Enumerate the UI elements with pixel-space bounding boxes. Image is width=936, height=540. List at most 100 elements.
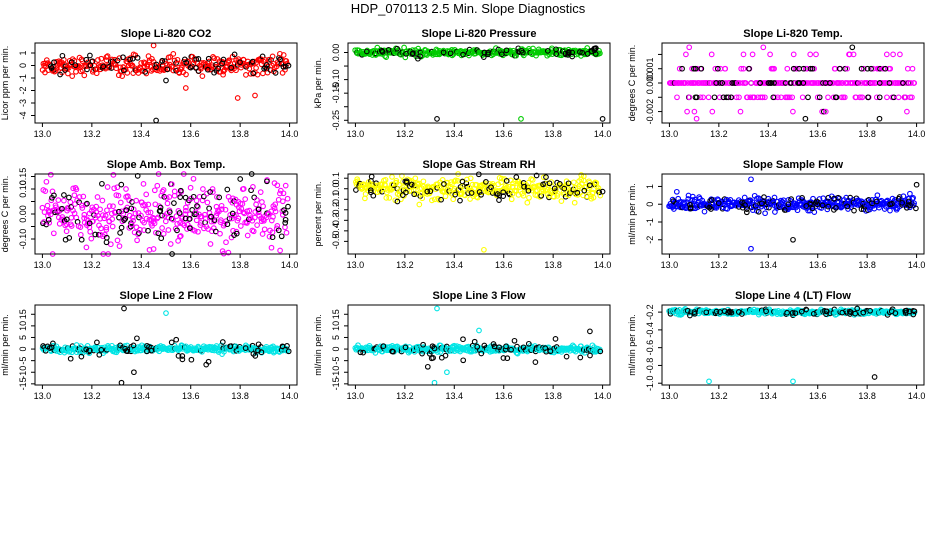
panel-5-point bbox=[383, 195, 390, 201]
panel-5-point bbox=[353, 187, 359, 193]
panel-3-point bbox=[720, 94, 727, 101]
panel-7-point bbox=[255, 341, 262, 348]
panel-5-point bbox=[408, 181, 415, 188]
panel-9-point bbox=[717, 309, 723, 315]
panel-1-point bbox=[98, 55, 105, 62]
panel-8-point bbox=[542, 345, 549, 351]
panel-1-point bbox=[259, 53, 266, 60]
panel-5-xtick-label: 13.6 bbox=[495, 260, 513, 270]
panel-5-point bbox=[368, 189, 374, 196]
panel-5-point bbox=[451, 178, 458, 185]
panel-9-point bbox=[803, 306, 809, 313]
panel-8-point bbox=[504, 355, 511, 362]
panel-4-point bbox=[167, 241, 174, 247]
panel-1-point bbox=[81, 72, 88, 79]
panel-4-point bbox=[218, 217, 224, 223]
panel-3-point bbox=[830, 94, 837, 101]
panel-1-point bbox=[250, 70, 257, 77]
panel-8-xtick-label: 14.0 bbox=[594, 391, 612, 401]
panel-7-ytick-label: 15 bbox=[18, 309, 28, 319]
panel-9-point bbox=[784, 309, 790, 316]
panel-3-point bbox=[678, 80, 685, 86]
panel-1-point bbox=[277, 56, 283, 63]
panel-4-point bbox=[118, 224, 125, 231]
panel-5-point bbox=[581, 187, 588, 194]
panel-4-point bbox=[155, 230, 162, 237]
panel-3-point bbox=[693, 94, 700, 101]
panel-2-xtick-label: 13.0 bbox=[347, 129, 365, 139]
panel-9-point bbox=[763, 308, 769, 315]
panel-6-point bbox=[874, 192, 881, 199]
panel-5-point bbox=[546, 180, 553, 187]
panel-1-point bbox=[103, 54, 110, 60]
panel-4-point bbox=[87, 228, 94, 235]
panel-4-xtick-label: 13.0 bbox=[34, 260, 52, 270]
panel-4-point bbox=[247, 212, 253, 219]
panel-8-point bbox=[587, 352, 593, 359]
panel-1-point bbox=[233, 67, 239, 74]
panel-4-xtick-label: 13.8 bbox=[231, 260, 249, 270]
panel-5-title: Slope Gas Stream RH bbox=[422, 159, 535, 171]
panel-6-xtick-label: 14.0 bbox=[908, 260, 926, 270]
panel-5-point bbox=[565, 180, 572, 187]
panel-1-point bbox=[153, 64, 159, 71]
panel-4-point bbox=[223, 239, 229, 246]
panel-4-point bbox=[70, 207, 76, 214]
panel-6-point bbox=[708, 197, 715, 203]
panel-5-point bbox=[411, 191, 418, 198]
panel-6-point bbox=[771, 194, 778, 201]
panel-4-point bbox=[68, 214, 75, 221]
panel-6-point bbox=[820, 195, 827, 202]
panel-4-point bbox=[246, 207, 253, 214]
panel-6-point bbox=[814, 201, 821, 208]
panel-4-point bbox=[60, 216, 66, 223]
panel-5-point bbox=[556, 181, 563, 187]
panel-3-point bbox=[778, 94, 784, 101]
panel-8-ytick-label: 10 bbox=[331, 321, 341, 331]
panel-3-point bbox=[846, 51, 853, 58]
panel-4-point bbox=[44, 202, 51, 209]
panel-4-point bbox=[151, 187, 158, 194]
panel-3-point bbox=[740, 65, 747, 72]
panel-3-point bbox=[884, 94, 890, 101]
panel-4-point bbox=[81, 211, 88, 218]
panel-8-point bbox=[389, 348, 395, 355]
panel-8-ytick-label: 5 bbox=[331, 335, 341, 340]
panel-8-point bbox=[478, 350, 485, 357]
panel-9-xtick-label: 13.2 bbox=[710, 391, 728, 401]
panel-2-point bbox=[447, 50, 454, 57]
panel-8-point bbox=[525, 340, 532, 347]
panel-1-point bbox=[127, 56, 133, 63]
panel-2-ytick-label: 0.00 bbox=[331, 44, 341, 62]
panel-5-ytick-label: -0.1 bbox=[331, 192, 341, 208]
panel-4-point bbox=[221, 221, 228, 227]
panel-4-point bbox=[70, 185, 77, 192]
panel-7-point bbox=[83, 346, 90, 353]
panel-8-point bbox=[577, 354, 584, 361]
panel-9-point bbox=[739, 311, 745, 317]
panel-8-point bbox=[496, 344, 502, 351]
panel-7-point bbox=[98, 347, 105, 353]
panel-4-point bbox=[73, 186, 80, 193]
panel-6-xtick-label: 13.0 bbox=[661, 260, 679, 270]
panel-3-point bbox=[722, 65, 729, 72]
panel-3-point bbox=[819, 108, 825, 115]
panel-4-point bbox=[128, 205, 135, 212]
panel-8-ytick-label: -5 bbox=[331, 357, 341, 365]
panel-4-point bbox=[174, 227, 180, 234]
panel-5-point bbox=[389, 174, 395, 180]
panel-8-point bbox=[434, 349, 441, 355]
panel-4-point bbox=[235, 215, 242, 222]
panel-4-point bbox=[104, 184, 111, 190]
panel-6-xtick-label: 13.8 bbox=[858, 260, 876, 270]
panel-5-ytick-label: -0.3 bbox=[331, 213, 341, 229]
panel-3-point bbox=[698, 65, 705, 72]
panel-4-point bbox=[140, 181, 147, 187]
panel-6-point bbox=[685, 196, 692, 202]
panel-8-point bbox=[520, 344, 527, 351]
panel-9-point bbox=[713, 308, 720, 315]
panel-5-point bbox=[441, 181, 447, 187]
panel-4-point bbox=[279, 198, 286, 205]
panel-4-point bbox=[187, 225, 193, 232]
panel-1-point bbox=[95, 57, 101, 63]
